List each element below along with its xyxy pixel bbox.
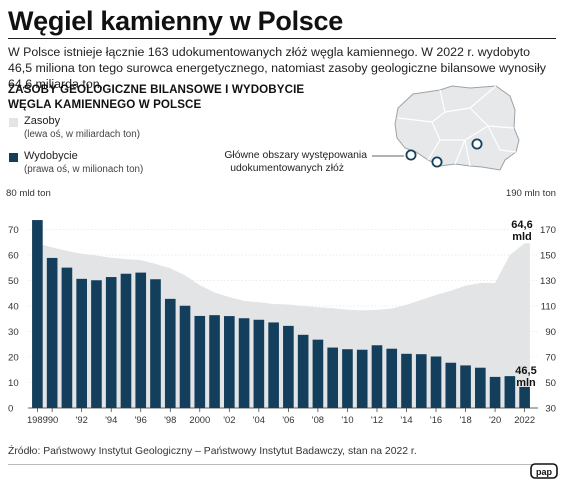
reserves-end-label-unit: mld: [512, 231, 532, 243]
production-bar: [297, 334, 309, 408]
axis-ticks: 010203040506070305070901101301501701989'…: [8, 225, 556, 425]
pap-logo-text: pap: [536, 467, 553, 477]
x-axis-tick-label: '18: [459, 414, 471, 425]
right-axis-tick-label: 90: [545, 327, 556, 338]
production-bar: [194, 315, 206, 408]
production-bar: [356, 349, 368, 408]
x-axis-tick-label: '96: [135, 414, 147, 425]
x-axis-tick-label: '08: [312, 414, 324, 425]
right-axis-tick-label: 130: [540, 276, 556, 287]
legend-swatch-production: [9, 153, 18, 162]
production-bar: [342, 349, 353, 408]
left-axis-tick-label: 50: [8, 276, 19, 287]
production-bar: [105, 277, 117, 408]
footer-divider: [8, 464, 556, 465]
production-bar: [489, 376, 501, 408]
left-axis-tick-label: 0: [8, 404, 13, 415]
x-axis-tick-label: '98: [164, 414, 176, 425]
production-bar: [91, 280, 102, 408]
production-bar: [32, 220, 43, 408]
production-bar: [283, 325, 294, 408]
right-axis-tick-label: 170: [540, 225, 556, 236]
x-axis-tick-label: '16: [430, 414, 442, 425]
production-bar: [238, 318, 250, 408]
x-axis-tick-label: '06: [282, 414, 294, 425]
right-axis-tick-label: 70: [545, 353, 556, 364]
production-bar: [164, 298, 176, 408]
x-axis-tick-label: '20: [489, 414, 501, 425]
production-bar: [209, 315, 220, 408]
left-axis-tick-label: 60: [8, 251, 19, 262]
x-axis-tick-label: '04: [253, 414, 265, 425]
production-bar: [371, 345, 383, 408]
production-bar: [327, 347, 338, 408]
left-axis-tick-label: 20: [8, 353, 19, 364]
production-bar: [224, 316, 235, 408]
lead-text: W Polsce istnieje łącznie 163 udokumento…: [8, 45, 546, 91]
production-bar: [268, 322, 279, 408]
left-axis-tick-label: 40: [8, 302, 19, 313]
source-note: Źródło: Państwowy Instytut Geologiczny –…: [8, 446, 417, 457]
reserves-end-label-value: 64,6: [511, 219, 532, 231]
production-bar: [253, 319, 265, 408]
x-axis-tick-label: '12: [371, 414, 383, 425]
production-bar: [386, 348, 398, 408]
right-axis-tick-label: 50: [545, 378, 556, 389]
right-axis-unit: 190 mln ton: [506, 188, 556, 199]
left-axis-unit: 80 mld ton: [6, 188, 51, 199]
production-bar: [312, 339, 324, 408]
production-bars: [32, 220, 530, 409]
production-bar: [179, 305, 191, 408]
legend-title-production: Wydobycie: [24, 150, 78, 162]
x-axis-tick-label: '94: [105, 414, 117, 425]
right-axis-tick-label: 150: [540, 251, 556, 262]
production-bar: [460, 365, 471, 408]
pap-logo: pap: [530, 463, 558, 479]
x-axis-tick-label: 2022: [514, 414, 535, 425]
legend-note-reserves: (lewa oś, w miliardach ton): [24, 129, 140, 140]
right-axis-tick-label: 110: [541, 302, 556, 313]
production-bar: [135, 272, 147, 408]
left-axis-tick-label: 30: [8, 327, 19, 338]
x-axis-tick-label: 2000: [189, 414, 210, 425]
production-end-label-value: 46,5: [515, 365, 536, 377]
legend-title-reserves: Zasoby: [24, 115, 61, 127]
production-bar: [430, 356, 442, 408]
production-bar: [61, 267, 73, 408]
production-bar: [415, 354, 427, 408]
production-bar: [519, 386, 530, 408]
x-axis-tick-label: '90: [46, 414, 58, 425]
production-bar: [46, 257, 58, 408]
production-end-label-unit: mln: [516, 377, 536, 389]
chart-heading-line-2: WĘGLA KAMIENNEGO W POLSCE: [8, 98, 202, 111]
x-axis-tick-label: '10: [341, 414, 353, 425]
left-axis-tick-label: 10: [8, 378, 19, 389]
legend-note-production: (prawa oś, w milionach ton): [24, 164, 144, 175]
right-axis-tick-label: 30: [545, 404, 556, 415]
x-axis-tick-label: '92: [76, 414, 88, 425]
chart-heading: ZASOBY GEOLOGICZNE BILANSOWE I WYDOBYCIE…: [8, 82, 304, 112]
production-bar: [76, 278, 87, 408]
production-bar: [401, 353, 412, 408]
x-axis-tick-label: '02: [223, 414, 235, 425]
chart-heading-line-1: ZASOBY GEOLOGICZNE BILANSOWE I WYDOBYCIE: [8, 83, 305, 96]
legend-swatch-reserves: [9, 118, 18, 127]
title-divider: [8, 38, 556, 39]
left-axis-tick-label: 70: [8, 225, 19, 236]
production-bar: [445, 362, 457, 408]
production-bar: [475, 367, 486, 408]
page-title: Węgiel kamienny w Polsce: [8, 6, 343, 36]
production-bar: [150, 279, 161, 408]
x-axis-tick-label: 1989: [27, 414, 48, 425]
production-bar: [120, 273, 132, 408]
x-axis-tick-label: '14: [400, 414, 412, 425]
end-labels: 64,6 mld 46,5 mln: [511, 219, 536, 389]
production-bar: [504, 376, 516, 409]
